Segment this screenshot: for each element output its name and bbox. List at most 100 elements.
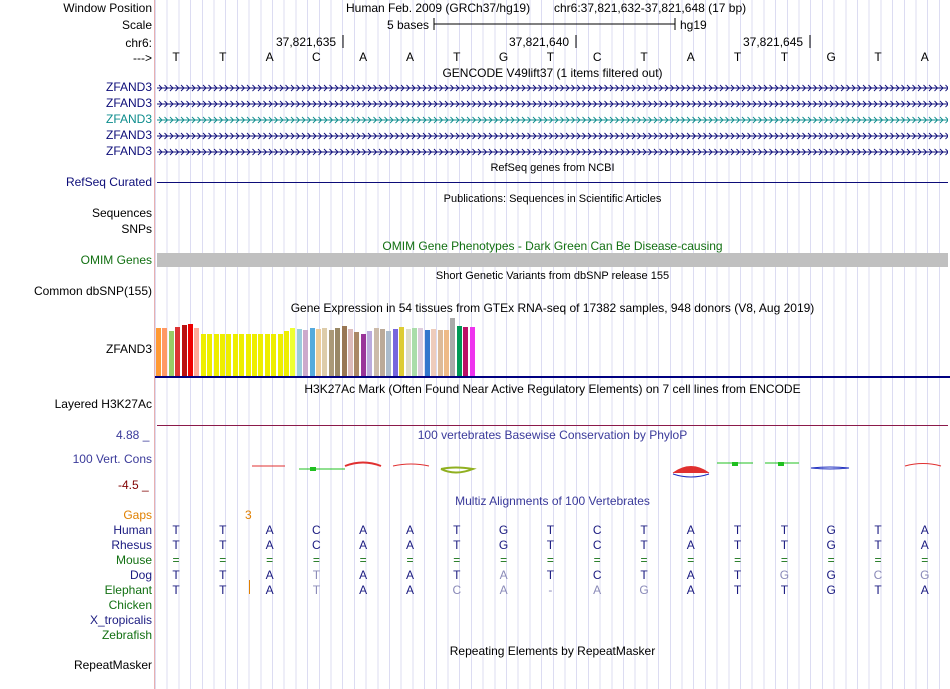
gtex-bar[interactable] — [290, 328, 296, 376]
refseq-gene-line[interactable] — [157, 182, 948, 183]
gencode-gene-label[interactable]: ZFAND3 — [105, 144, 152, 158]
phylop-title[interactable]: 100 vertebrates Basewise Conservation by… — [417, 428, 688, 442]
gtex-bar[interactable] — [367, 331, 373, 376]
gencode-gene-label[interactable]: ZFAND3 — [105, 80, 152, 94]
omim-title[interactable]: OMIM Gene Phenotypes - Dark Green Can Be… — [382, 239, 723, 253]
h3k27ac-label[interactable]: Layered H3K27Ac — [54, 397, 152, 411]
repeatmasker-label[interactable]: RepeatMasker — [73, 658, 152, 672]
gtex-bar[interactable] — [232, 334, 238, 376]
sequences-label[interactable]: Sequences — [91, 206, 152, 220]
gtex-bar[interactable] — [303, 330, 309, 376]
gencode-gene-track[interactable] — [157, 83, 948, 93]
publications-title[interactable]: Publications: Sequences in Scientific Ar… — [443, 193, 662, 205]
snps-label[interactable]: SNPs — [121, 222, 152, 236]
gtex-bar[interactable] — [405, 329, 411, 376]
gencode-gene-label[interactable]: ZFAND3 — [105, 112, 152, 126]
gencode-gene-track[interactable] — [157, 115, 948, 125]
alignment-base: T — [874, 538, 882, 552]
gtex-bar[interactable] — [444, 330, 449, 376]
refseq-label[interactable]: RefSeq Curated — [65, 175, 152, 189]
gtex-bar[interactable] — [200, 334, 206, 376]
gtex-bar[interactable] — [194, 328, 200, 376]
gtex-bar[interactable] — [399, 327, 405, 376]
gtex-bar[interactable] — [412, 328, 417, 376]
gtex-bar[interactable] — [450, 318, 456, 376]
multiz-title[interactable]: Multiz Alignments of 100 Vertebrates — [455, 494, 650, 508]
omim-gene-block[interactable] — [157, 253, 948, 267]
gtex-bar[interactable] — [175, 327, 181, 376]
alignment-base: A — [265, 523, 274, 537]
gtex-bar[interactable] — [207, 334, 213, 376]
gtex-bar[interactable] — [245, 334, 251, 376]
alignment-base: T — [733, 583, 742, 597]
dna-base: A — [405, 50, 414, 64]
gtex-bar[interactable] — [181, 325, 187, 376]
dbsnp-title[interactable]: Short Genetic Variants from dbSNP releas… — [435, 270, 670, 282]
chrom-label: chr6: — [125, 36, 152, 50]
species-label[interactable]: Mouse — [115, 553, 152, 567]
alignment-base: T — [219, 568, 227, 582]
gtex-bar[interactable] — [341, 326, 347, 376]
gtex-bar[interactable] — [264, 334, 270, 376]
species-label[interactable]: Chicken — [108, 598, 152, 612]
gtex-bar[interactable] — [328, 330, 334, 376]
gtex-bar[interactable] — [431, 329, 437, 376]
gencode-gene-track[interactable] — [157, 99, 948, 109]
alignment-base: A — [359, 538, 368, 552]
gtex-bar[interactable] — [424, 330, 430, 376]
gtex-bar[interactable] — [348, 329, 353, 376]
gencode-gene-track[interactable] — [157, 131, 948, 141]
gtex-bar[interactable] — [380, 329, 385, 376]
gtex-bar[interactable] — [309, 328, 315, 376]
species-label[interactable]: X_tropicalis — [89, 613, 152, 627]
gtex-bar[interactable] — [373, 328, 379, 376]
phylop-label[interactable]: 100 Vert. Cons — [72, 452, 152, 466]
gtex-bar[interactable] — [418, 328, 424, 376]
gtex-bar[interactable] — [437, 330, 443, 376]
species-label[interactable]: Human — [113, 523, 152, 537]
gtex-bar[interactable] — [456, 326, 462, 376]
gtex-bar[interactable] — [469, 327, 475, 376]
gtex-bar[interactable] — [284, 331, 289, 376]
refseq-title[interactable]: RefSeq genes from NCBI — [490, 162, 615, 174]
gencode-gene-track[interactable] — [157, 147, 948, 157]
gtex-bar[interactable] — [188, 324, 193, 376]
gtex-bar[interactable] — [220, 334, 225, 376]
gtex-bar[interactable] — [386, 331, 392, 376]
gtex-bar[interactable] — [168, 331, 174, 376]
alignment-base: A — [499, 583, 508, 597]
gencode-gene-label[interactable]: ZFAND3 — [105, 128, 152, 142]
gtex-bar[interactable] — [162, 328, 168, 376]
omim-label[interactable]: OMIM Genes — [80, 253, 152, 267]
gtex-bar[interactable] — [360, 334, 366, 376]
gtex-bar[interactable] — [156, 328, 161, 376]
gtex-bar[interactable] — [239, 334, 245, 376]
gtex-bar[interactable] — [463, 327, 469, 376]
gtex-bar[interactable] — [354, 332, 360, 376]
gtex-bar[interactable] — [226, 334, 232, 376]
species-label[interactable]: Dog — [129, 568, 152, 582]
h3k27ac-title[interactable]: H3K27Ac Mark (Often Found Near Active Re… — [304, 382, 801, 396]
species-label[interactable]: Rhesus — [111, 538, 152, 552]
alignment-base: G — [779, 568, 790, 582]
gtex-label[interactable]: ZFAND3 — [105, 342, 152, 356]
gencode-title[interactable]: GENCODE V49lift37 (1 items filtered out) — [442, 66, 663, 80]
gtex-title[interactable]: Gene Expression in 54 tissues from GTEx … — [290, 301, 815, 315]
gtex-bar[interactable] — [277, 334, 283, 376]
gtex-bar[interactable] — [392, 329, 398, 376]
gtex-bar[interactable] — [335, 328, 341, 376]
position-readout[interactable]: chr6:37,821,632-37,821,648 (17 bp) — [554, 1, 747, 15]
dna-base: T — [219, 50, 227, 64]
species-label[interactable]: Elephant — [104, 583, 152, 597]
gtex-bar[interactable] — [213, 334, 219, 376]
gtex-bar[interactable] — [258, 334, 264, 376]
gencode-gene-label[interactable]: ZFAND3 — [105, 96, 152, 110]
repeatmasker-title[interactable]: Repeating Elements by RepeatMasker — [449, 644, 656, 658]
species-label[interactable]: Zebrafish — [101, 628, 152, 642]
gtex-bar[interactable] — [252, 334, 257, 376]
gtex-bar[interactable] — [322, 328, 328, 376]
gtex-bar[interactable] — [271, 334, 277, 376]
gtex-bar[interactable] — [296, 329, 302, 376]
gtex-bar[interactable] — [316, 329, 321, 376]
dbsnp-label[interactable]: Common dbSNP(155) — [33, 284, 152, 298]
